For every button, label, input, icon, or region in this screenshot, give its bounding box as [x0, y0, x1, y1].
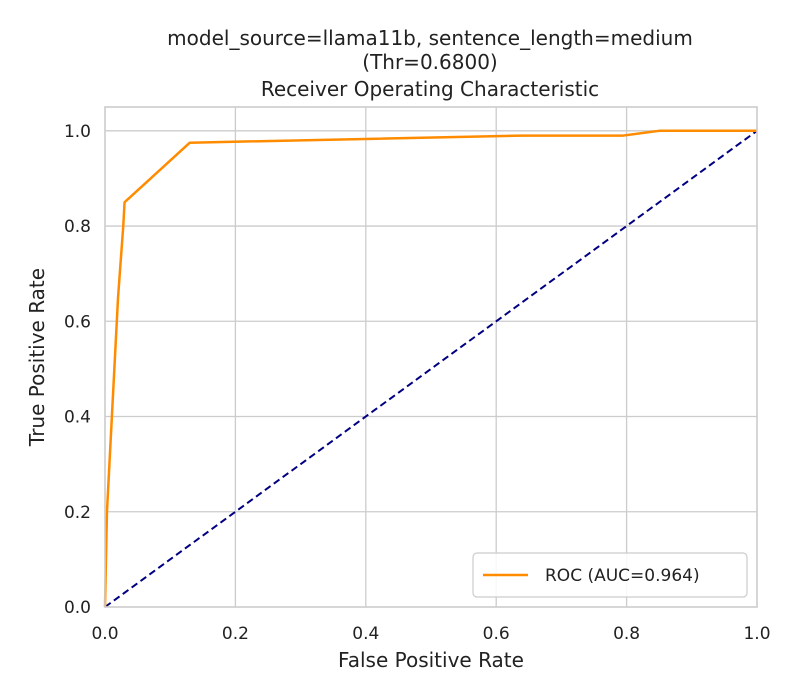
tick-labels: 0.0 0.2 0.4 0.6 0.8 1.0 0.0 0.2 0.4 0.6 0.8 1.0 [64, 122, 771, 644]
chart-title-line-2: (Thr=0.6800) [362, 50, 497, 74]
roc-curve-line [103, 129, 757, 608]
series-layer [103, 129, 758, 608]
x-tick-label: 0.4 [352, 624, 379, 644]
x-tick-label: 0.6 [483, 624, 510, 644]
y-tick-label: 0.4 [64, 408, 91, 428]
y-tick-label: 0.2 [64, 503, 91, 523]
chart-title-line-1: model_source=llama11b, sentence_length=m… [167, 26, 693, 50]
y-tick-label: 0.6 [64, 312, 91, 332]
y-tick-label: 1.0 [64, 122, 91, 142]
legend: ROC (AUC=0.964) [472, 552, 748, 598]
x-tick-label: 0.2 [222, 624, 249, 644]
plot-frame [104, 106, 758, 608]
x-tick-label: 1.0 [743, 624, 770, 644]
y-tick-label: 0.0 [64, 598, 91, 618]
chance-diagonal-line [104, 130, 758, 608]
chart-title-line-3: Receiver Operating Characteristic [261, 77, 599, 101]
x-tick-label: 0.8 [613, 624, 640, 644]
grid [105, 107, 757, 607]
x-axis-label: False Positive Rate [338, 648, 524, 672]
y-axis-label: True Positive Rate [25, 268, 49, 447]
legend-label-roc: ROC (AUC=0.964) [545, 566, 700, 586]
x-tick-label: 0.0 [91, 624, 118, 644]
y-tick-label: 0.8 [64, 217, 91, 237]
legend-box [472, 552, 748, 598]
